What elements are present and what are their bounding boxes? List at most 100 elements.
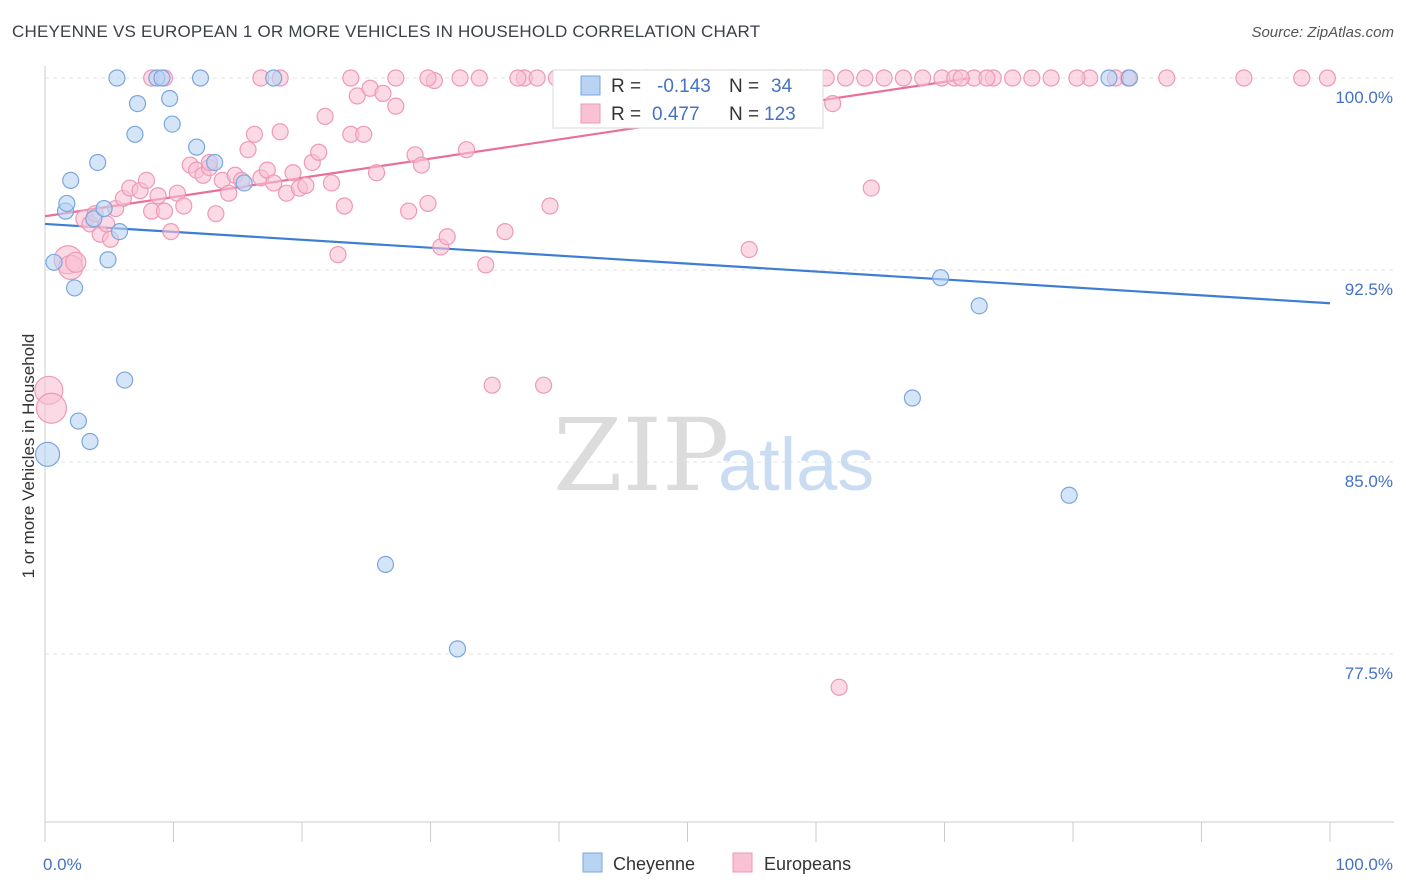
y-axis-label: 1 or more Vehicles in Household [19, 334, 38, 579]
europeans-point-28 [220, 184, 238, 202]
europeans-point-99 [387, 69, 405, 87]
source-note: Source: ZipAtlas.com [1251, 24, 1394, 41]
europeans-point-45 [329, 246, 347, 264]
europeans-point-21 [175, 197, 193, 215]
legend-cheyenne-swatch [582, 852, 603, 873]
legend-r-value-1: -0.143 [657, 76, 711, 97]
europeans-point-98 [342, 69, 360, 87]
europeans-point-60 [438, 228, 456, 246]
series-legend: Cheyenne Europeans [582, 852, 851, 874]
europeans-point-93 [1318, 69, 1337, 87]
cheyenne-point-11 [99, 251, 117, 269]
europeans-point-26 [207, 205, 225, 223]
cheyenne-point-0 [34, 441, 61, 467]
cheyenne-point-22 [188, 138, 206, 156]
europeans-point-18 [155, 202, 174, 220]
cheyenne-point-16 [126, 125, 144, 143]
cheyenne-point-24 [235, 174, 253, 192]
cheyenne-point-26 [376, 555, 395, 574]
europeans-point-116 [978, 69, 996, 87]
europeans-point-73 [740, 240, 758, 259]
y-tick-label-2: 85.0% [1345, 472, 1393, 491]
europeans-point-35 [265, 174, 283, 192]
europeans-point-1 [35, 392, 68, 424]
europeans-point-121 [830, 678, 848, 696]
cheyenne-point-5 [65, 279, 84, 297]
cheyenne-point-10 [95, 199, 113, 218]
x-tick-label-0: 0.0% [43, 855, 82, 874]
cheyenne-point-23 [206, 153, 224, 172]
legend-r-value-2: 0.477 [652, 104, 700, 125]
cheyenne-point-21 [191, 69, 210, 87]
cheyenne-point-20 [163, 115, 181, 133]
data-points [34, 69, 1337, 696]
europeans-point-17 [149, 187, 167, 205]
legend-cheyenne-label: Cheyenne [613, 854, 695, 874]
cheyenne-point-29 [932, 269, 950, 287]
europeans-point-78 [836, 69, 855, 87]
cheyenne-point-14 [108, 69, 126, 87]
europeans-point-87 [1004, 69, 1022, 87]
europeans-point-81 [894, 69, 912, 87]
y-tick-labels: 100.0% 92.5% 85.0% 77.5% [1335, 88, 1393, 683]
europeans-point-48 [348, 87, 366, 105]
europeans-point-118 [1068, 69, 1086, 87]
europeans-point-53 [387, 97, 405, 115]
cheyenne-point-7 [81, 432, 99, 451]
chart-title: CHEYENNE VS EUROPEAN 1 OR MORE VEHICLES … [12, 22, 761, 41]
europeans-point-15 [137, 171, 156, 189]
europeans-swatch [580, 103, 601, 124]
cheyenne-point-9 [89, 153, 107, 172]
europeans-point-51 [367, 164, 386, 182]
europeans-point-44 [322, 174, 341, 192]
europeans-point-79 [856, 69, 874, 87]
x-tick-label-1: 100.0% [1335, 855, 1393, 874]
europeans-point-66 [534, 376, 553, 394]
cheyenne-swatch [580, 75, 601, 96]
europeans-point-57 [419, 194, 437, 213]
europeans-point-102 [470, 69, 488, 87]
legend-r-label-1: R = [611, 76, 641, 97]
cheyenne-point-12 [110, 223, 129, 241]
cheyenne-point-30 [970, 297, 988, 315]
europeans-point-19 [162, 223, 180, 241]
europeans-point-36 [271, 123, 289, 141]
europeans-point-38 [284, 164, 302, 182]
cheyenne-point-31 [1060, 486, 1078, 504]
europeans-point-91 [1158, 69, 1176, 87]
europeans-point-56 [412, 156, 431, 174]
europeans-point-101 [451, 69, 469, 87]
gridlines [45, 77, 1394, 655]
legend-n-value-1: 34 [771, 76, 793, 97]
europeans-point-82 [914, 69, 932, 87]
europeans-point-46 [335, 197, 354, 215]
cheyenne-point-8 [85, 210, 103, 228]
europeans-point-120 [1293, 69, 1311, 87]
cheyenne-point-27 [448, 640, 467, 658]
europeans-point-62 [477, 256, 495, 274]
europeans-point-67 [541, 197, 559, 215]
y-tick-label-3: 77.5% [1345, 664, 1393, 683]
europeans-point-31 [239, 141, 257, 159]
europeans-point-61 [457, 141, 476, 159]
cheyenne-point-1 [45, 253, 63, 271]
y-tick-label-1: 92.5% [1345, 280, 1393, 299]
europeans-point-113 [824, 94, 842, 113]
europeans-point-32 [245, 125, 264, 143]
y-tick-label-0: 100.0% [1335, 88, 1393, 107]
legend-europeans-swatch [732, 852, 753, 873]
watermark-atlas: atlas [718, 423, 874, 506]
legend-europeans-label: Europeans [764, 854, 851, 874]
europeans-point-115 [952, 69, 970, 87]
legend-n-label-2: N = [729, 104, 759, 125]
europeans-point-100 [419, 69, 437, 87]
cheyenne-point-32 [1100, 69, 1118, 87]
cheyenne-point-33 [1120, 69, 1139, 87]
europeans-point-114 [875, 69, 893, 87]
europeans-point-103 [509, 69, 527, 87]
europeans-point-42 [310, 143, 328, 161]
watermark-zip: ZIP [553, 397, 729, 514]
x-tick-labels: 0.0% 100.0% [43, 855, 1393, 874]
cheyenne-point-6 [69, 412, 88, 430]
